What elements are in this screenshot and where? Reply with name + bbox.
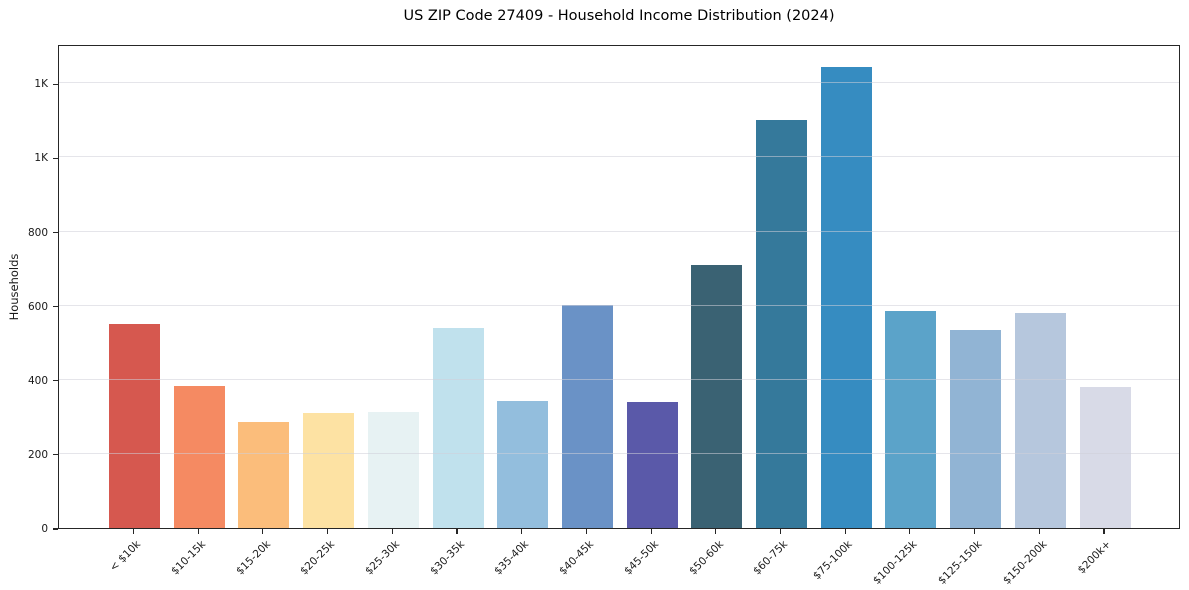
x-tick-mark-7 [585, 529, 587, 534]
y-tick-label-1200: 1K [34, 78, 48, 91]
x-tick-mark-4 [391, 529, 393, 534]
x-tick-mark-12 [909, 529, 911, 534]
y-tick-mark-600 [53, 306, 58, 308]
x-tick-mark-2 [262, 529, 264, 534]
chart-title: US ZIP Code 27409 - Household Income Dis… [403, 8, 835, 24]
x-tick-label-11: $75-100k [811, 538, 855, 583]
x-tick-mark-15 [1103, 529, 1105, 534]
y-tick-mark-0 [53, 528, 58, 530]
bar-6 [497, 400, 549, 528]
y-tick-mark-1000 [53, 157, 58, 159]
x-tick-label-2: $15-20k [233, 538, 273, 578]
gridline-800 [59, 230, 1179, 232]
x-tick-mark-5 [456, 529, 458, 534]
x-tick-mark-13 [974, 529, 976, 534]
y-tick-label-200: 200 [27, 448, 48, 461]
bar-1 [173, 386, 225, 528]
y-tick-label-0: 0 [41, 523, 48, 535]
bar-8 [626, 401, 678, 528]
y-tick-mark-200 [53, 454, 58, 456]
gridline-200 [59, 452, 1179, 454]
x-tick-mark-1 [197, 529, 199, 534]
x-tick-mark-11 [844, 529, 846, 534]
x-tick-mark-9 [715, 529, 717, 534]
x-tick-mark-0 [132, 529, 135, 534]
bar-13 [950, 330, 1002, 528]
x-tick-label-3: $20-25k [298, 538, 338, 578]
y-tick-label-600: 600 [27, 300, 48, 313]
x-tick-mark-14 [1038, 529, 1040, 534]
y-tick-label-800: 800 [27, 226, 48, 239]
gridline-1200 [59, 82, 1179, 84]
bar-3 [303, 413, 355, 528]
gridline-400 [59, 378, 1179, 380]
y-tick-label-400: 400 [27, 374, 48, 387]
x-tick-label-0: < $10k [107, 538, 144, 574]
x-tick-mark-6 [521, 529, 523, 534]
gridline-1000 [59, 156, 1179, 158]
y-tick-mark-400 [53, 380, 58, 382]
y-tick-mark-1200 [53, 83, 58, 85]
x-tick-label-5: $30-35k [427, 538, 467, 578]
y-tick-mark-800 [53, 231, 58, 234]
x-tick-label-9: $50-60k [686, 538, 726, 578]
x-tick-label-14: $150-200k [1000, 538, 1050, 587]
y-tick-label-1000: 1K [34, 152, 48, 165]
x-tick-label-10: $60-75k [751, 538, 791, 578]
x-tick-mark-10 [779, 529, 782, 534]
x-tick-label-6: $35-40k [492, 538, 532, 578]
x-tick-label-7: $40-45k [557, 538, 597, 578]
bar-0 [109, 324, 160, 528]
x-tick-label-13: $125-150k [935, 538, 985, 587]
bar-5 [432, 327, 484, 528]
bar-14 [1014, 312, 1066, 528]
x-tick-label-1: $10-15k [168, 538, 208, 578]
bar-10 [756, 120, 807, 528]
bar-15 [1079, 386, 1131, 528]
bar-9 [691, 264, 743, 528]
bar-12 [885, 311, 937, 528]
gridline-600 [59, 304, 1179, 306]
x-tick-label-8: $45-50k [621, 538, 661, 578]
bar-7 [561, 305, 613, 528]
x-tick-label-4: $25-30k [363, 538, 403, 578]
x-tick-label-15: $200k+ [1075, 538, 1114, 577]
x-tick-mark-8 [650, 529, 652, 534]
x-tick-mark-3 [327, 529, 329, 534]
bar-11 [820, 67, 872, 528]
bar-4 [367, 412, 419, 528]
x-tick-label-12: $100-125k [871, 538, 920, 587]
bar-2 [238, 422, 290, 528]
plot-area [58, 45, 1180, 529]
